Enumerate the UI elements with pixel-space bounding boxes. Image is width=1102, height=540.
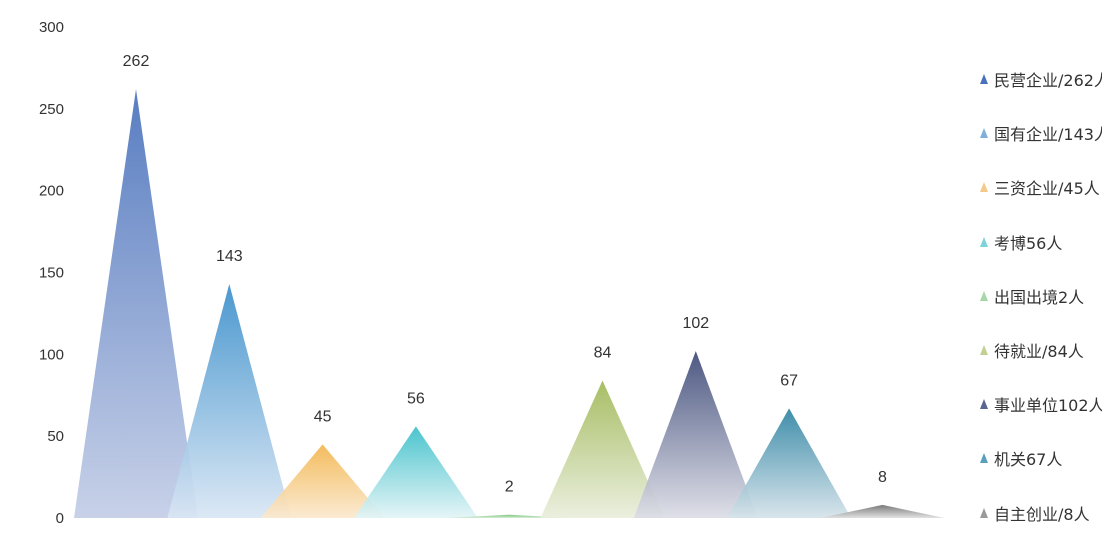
triangle-icon — [980, 236, 988, 247]
legend-item: 事业单位102人 — [980, 377, 1102, 431]
data-label: 8 — [878, 469, 887, 486]
triangle-icon — [980, 453, 988, 464]
legend-label: 国有企业/143人 — [994, 125, 1102, 145]
legend-label: 机关67人 — [994, 450, 1063, 470]
legend-item: 待就业/84人 — [980, 323, 1098, 377]
legend-item: 机关67人 — [980, 431, 1098, 485]
legend-label: 三资企业/45人 — [994, 179, 1100, 199]
peak-出国出境 — [447, 514, 572, 518]
peak-待就业 — [540, 380, 665, 518]
legend-item: 考博56人 — [980, 215, 1098, 269]
triangle-icon — [980, 345, 988, 356]
legend-label: 考博56人 — [994, 233, 1063, 253]
triangle-icon — [980, 182, 988, 193]
data-label: 2 — [505, 479, 514, 496]
peak-三资企业 — [260, 444, 385, 518]
y-axis: 0 50 100 150 200 250 300 — [39, 19, 64, 527]
y-tick-label: 200 — [39, 183, 64, 200]
legend-item: 出国出境2人 — [980, 269, 1098, 323]
data-label: 143 — [216, 248, 243, 265]
triangle-icon — [980, 290, 988, 301]
legend: 民营企业/262人 国有企业/143人 三资企业/45人 考博56人出国出境2人 待就业… — [980, 52, 1102, 540]
y-tick-label: 0 — [56, 510, 64, 527]
triangle-icon — [980, 74, 988, 85]
peak-考博 — [353, 426, 478, 518]
data-label: 102 — [682, 315, 709, 332]
legend-label: 待就业/84人 — [994, 342, 1084, 362]
legend-item: 民营企业/262人 — [980, 52, 1102, 106]
peaks — [74, 89, 945, 519]
triangle-icon — [980, 507, 988, 518]
y-tick-label: 150 — [39, 265, 64, 282]
data-label: 56 — [407, 390, 425, 407]
y-tick-label: 300 — [39, 19, 64, 36]
y-tick-label: 100 — [39, 346, 64, 363]
data-labels: 262 143 45 56 2 84 102 67 8 — [123, 53, 887, 496]
legend-label: 事业单位102人 — [994, 396, 1102, 416]
peak-国有企业 — [167, 283, 292, 518]
legend-label: 民营企业/262人 — [994, 71, 1102, 91]
triangle-icon — [980, 399, 988, 410]
y-tick-label: 250 — [39, 101, 64, 118]
legend-label: 出国出境2人 — [994, 287, 1085, 307]
legend-label: 自主创业/8人 — [994, 504, 1090, 524]
data-label: 45 — [314, 408, 332, 425]
data-label: 262 — [123, 53, 150, 70]
peak-机关 — [727, 408, 852, 518]
triangle-icon — [980, 128, 988, 139]
peak-民营企业 — [74, 89, 198, 519]
legend-item: 自主创业/8人 — [980, 486, 1098, 540]
peak-事业单位 — [633, 351, 758, 518]
peak-chart: 0 50 100 150 200 250 300 262 143 45 56 2 84 102 67 8 — [39, 19, 945, 527]
data-label: 67 — [780, 372, 798, 389]
data-label: 84 — [594, 345, 612, 362]
legend-item: 国有企业/143人 — [980, 106, 1102, 160]
legend-item: 三资企业/45人 — [980, 160, 1100, 214]
y-tick-label: 50 — [47, 428, 64, 445]
peak-自主创业 — [820, 504, 945, 518]
